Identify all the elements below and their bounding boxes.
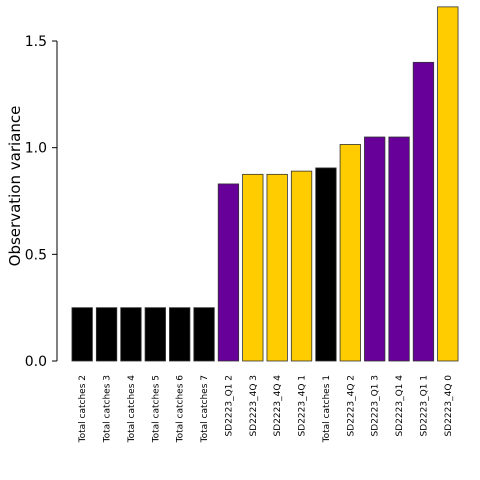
bars-group [71,6,459,362]
x-category-label: Total catches 4 [127,375,137,444]
x-category-label: Total catches 5 [151,375,161,443]
x-category-label: SD2223_4Q 0 [444,375,454,437]
bar-9 [266,173,288,362]
y-tick-label: 0.0 [25,354,47,370]
x-category-label: SD2223_Q1 2 [224,375,234,436]
bar-1 [71,307,93,362]
y-axis: 0.0 0.5 1.0 1.5 [25,34,58,370]
x-category-label: SD2223_4Q 3 [249,375,259,436]
x-category-label: Total catches 1 [322,375,332,443]
bar-2 [95,307,118,362]
bar-6 [193,307,215,362]
x-category-label: SD2223_Q1 1 [419,375,429,436]
x-category-label: SD2223_4Q 1 [298,375,308,436]
y-axis-title: Observation variance [6,106,24,267]
x-category-label: SD2223_Q1 3 [371,375,381,436]
x-category-label: Total catches 3 [103,375,113,443]
bar-16 [437,6,459,362]
bar-4 [144,307,166,362]
bar-14 [388,136,410,362]
bar-5 [169,307,191,362]
bar-11 [315,167,337,362]
x-category-label: Total catches 7 [200,375,210,443]
x-category-label: Total catches 6 [176,375,186,444]
y-tick-label: 1.5 [25,34,47,50]
y-tick-label: 1.0 [25,141,47,157]
bar-13 [364,136,386,362]
x-category-label: Total catches 2 [78,375,88,443]
bar-3 [120,307,142,362]
bar-7 [217,183,240,362]
bar-15 [412,61,435,362]
y-tick-label: 0.5 [25,247,47,263]
x-category-label: SD2223_Q1 4 [395,375,405,437]
bar-12 [339,144,361,362]
x-category-label: SD2223_4Q 4 [273,375,283,437]
x-category-label: SD2223_4Q 2 [346,375,356,436]
bar-10 [290,170,313,362]
x-axis-labels: Total catches 2 Total catches 3 Total catc… [78,375,454,444]
bar-8 [242,173,264,362]
